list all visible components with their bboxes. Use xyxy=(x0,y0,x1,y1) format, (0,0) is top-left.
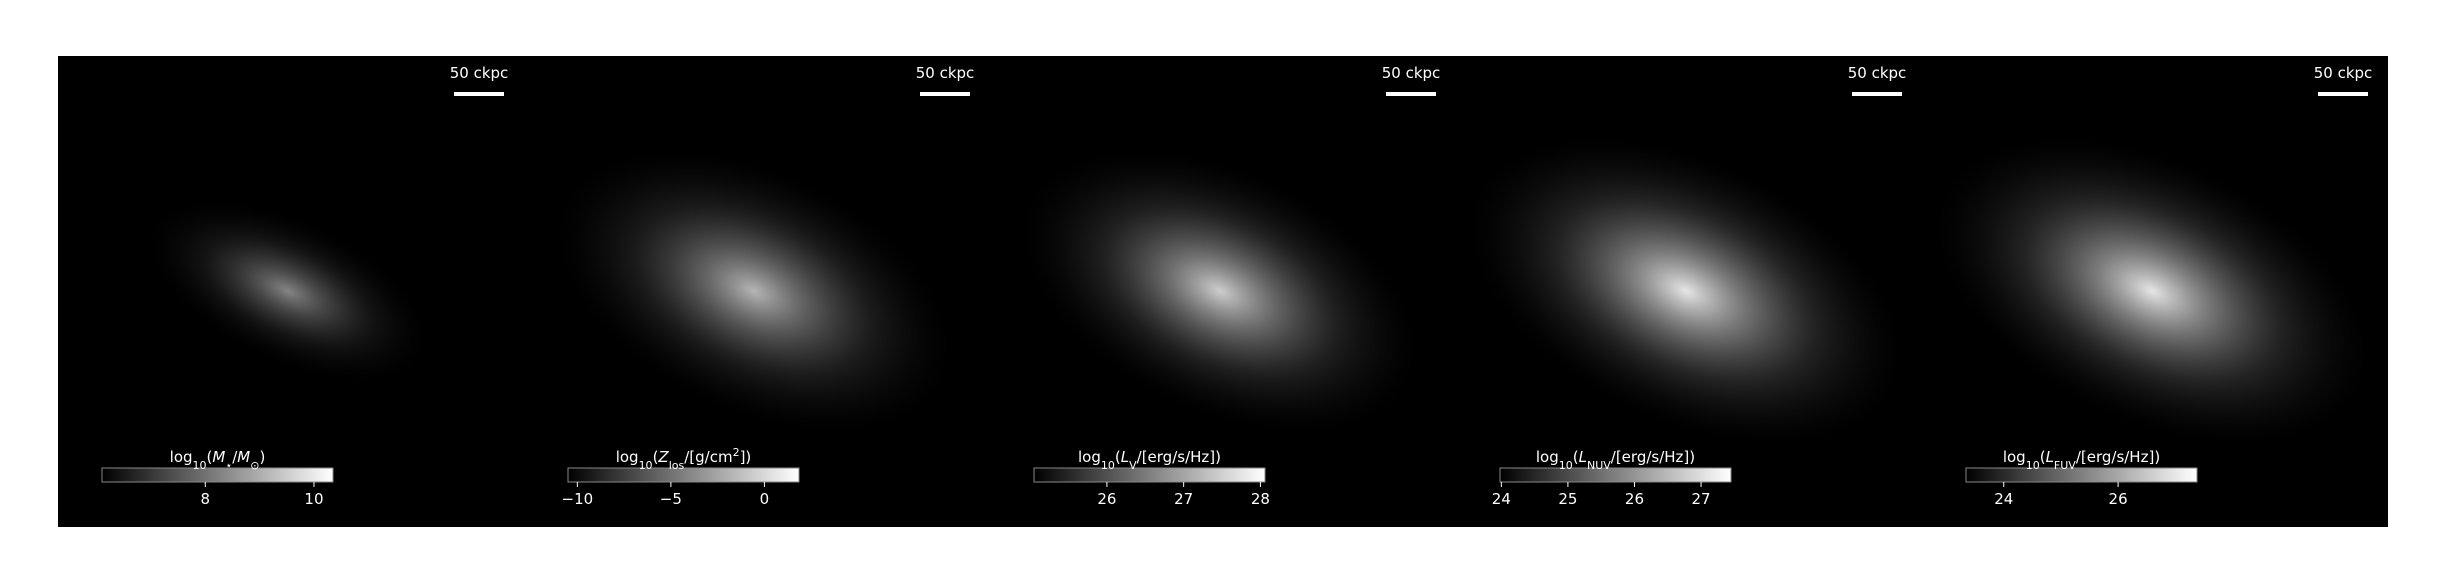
colorbar xyxy=(1965,467,2198,483)
galaxy-image xyxy=(148,201,428,381)
label-part: /[erg/s/Hz]) xyxy=(2076,448,2160,466)
colorbar-label: log10(LV/[erg/s/Hz]) xyxy=(1078,448,1221,472)
label-part: /[erg/s/Hz]) xyxy=(1611,448,1695,466)
scale-bar-label: 50 ckpc xyxy=(1848,64,1907,82)
label-part: ⋆ xyxy=(225,459,232,472)
label-part: 2 xyxy=(733,446,740,459)
label-part: L xyxy=(1121,448,1129,466)
colorbar-label: log10(M⋆/M⊙) xyxy=(170,448,266,472)
label-part: ( xyxy=(653,448,659,466)
colorbar-tick-label: 24 xyxy=(1994,490,2013,508)
colorbar-tick-label: 26 xyxy=(2109,490,2128,508)
colorbar-tick-label: −5 xyxy=(660,490,682,508)
scale-bar-label: 50 ckpc xyxy=(450,64,509,82)
label-part: 10 xyxy=(193,459,207,472)
label-part: 10 xyxy=(639,459,653,472)
label-part: ( xyxy=(207,448,213,466)
scale-bar-label: 50 ckpc xyxy=(916,64,975,82)
colorbar xyxy=(101,467,334,483)
colorbar xyxy=(1033,467,1266,483)
colorbar-tick-label: 26 xyxy=(1097,490,1116,508)
galaxy-image xyxy=(557,150,951,432)
colorbar-tick-label: −10 xyxy=(562,490,594,508)
label-part: ( xyxy=(1115,448,1121,466)
galaxy-image xyxy=(1470,138,1902,444)
colorbar-tick-label: 8 xyxy=(200,490,210,508)
label-part: los xyxy=(669,459,685,472)
colorbar-label: log10(LFUV/[erg/s/Hz]) xyxy=(2003,448,2160,472)
label-part: M xyxy=(237,448,250,466)
label-part: log xyxy=(616,448,639,466)
colorbar-label: log10(LNUV/[erg/s/Hz]) xyxy=(1536,448,1695,472)
scale-bar-label: 50 ckpc xyxy=(1382,64,1441,82)
label-part: L xyxy=(2046,448,2054,466)
label-part: 10 xyxy=(1559,459,1573,472)
label-part: log xyxy=(1536,448,1559,466)
colorbar-tick-label: 27 xyxy=(1174,490,1193,508)
colorbar-tick-label: 10 xyxy=(304,490,323,508)
label-part: / xyxy=(232,448,238,466)
label-part: ) xyxy=(259,448,265,466)
galaxy-image xyxy=(1936,138,2368,444)
galaxy-image xyxy=(1023,150,1417,432)
label-part: 10 xyxy=(2026,459,2040,472)
label-part: V xyxy=(1129,459,1137,472)
label-part: log xyxy=(2003,448,2026,466)
scale-bar-label: 50 ckpc xyxy=(2314,64,2373,82)
label-part: log xyxy=(1078,448,1101,466)
colorbar xyxy=(1499,467,1732,483)
colorbar-tick-label: 24 xyxy=(1492,490,1511,508)
colorbar-tick-label: 25 xyxy=(1558,490,1577,508)
colorbar-tick-label: 26 xyxy=(1625,490,1644,508)
label-part: L xyxy=(1579,448,1587,466)
colorbar-tick-label: 0 xyxy=(760,490,770,508)
colorbar xyxy=(567,467,800,483)
label-part: /[g/cm xyxy=(684,448,732,466)
colorbar-tick-label: 27 xyxy=(1691,490,1710,508)
label-part: ( xyxy=(2040,448,2046,466)
label-part: ⊙ xyxy=(250,459,259,472)
label-part: ]) xyxy=(740,448,752,466)
label-part: FUV xyxy=(2054,459,2076,472)
label-part: M xyxy=(212,448,225,466)
label-part: Z xyxy=(657,448,669,466)
label-part: NUV xyxy=(1587,459,1611,472)
label-part: 10 xyxy=(1101,459,1115,472)
colorbar-tick-label: 28 xyxy=(1251,490,1270,508)
label-part: ( xyxy=(1573,448,1579,466)
label-part: log xyxy=(170,448,193,466)
label-part: /[erg/s/Hz]) xyxy=(1137,448,1221,466)
colorbar-label: log10(Zlos/[g/cm2]) xyxy=(616,446,752,472)
